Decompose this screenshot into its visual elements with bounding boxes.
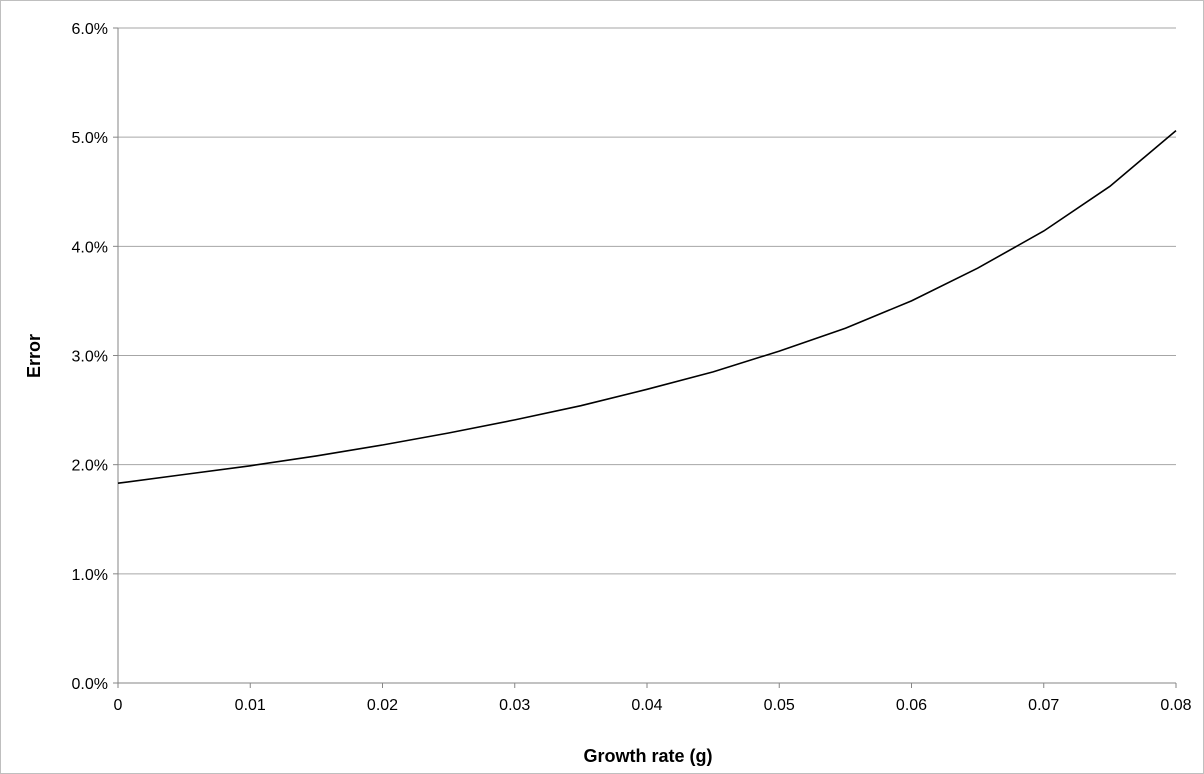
series-line-0 bbox=[117, 129, 1177, 484]
y-tick-label: 3.0% bbox=[72, 349, 108, 366]
x-axis-title: Growth rate (g) bbox=[584, 746, 713, 766]
x-tick-label: 0.05 bbox=[764, 697, 795, 714]
y-tick-label: 5.0% bbox=[72, 130, 108, 147]
x-tick-label: 0.03 bbox=[499, 697, 530, 714]
x-tick-label: 0.08 bbox=[1160, 697, 1191, 714]
y-tick-label: 6.0% bbox=[72, 21, 108, 38]
gridlines bbox=[118, 27, 1176, 575]
x-tick-label: 0 bbox=[114, 697, 123, 714]
x-tick-label: 0.04 bbox=[631, 697, 662, 714]
y-tick-label: 2.0% bbox=[72, 458, 108, 475]
series-layer bbox=[117, 129, 1177, 484]
axes: 0.0% 1.0% 2.0% 3.0% 4.0% 5.0% 6.0% 0 0.01 0.02 0.0… bbox=[72, 21, 1192, 714]
x-tick-label: 0.06 bbox=[896, 697, 927, 714]
x-tick-label: 0.02 bbox=[367, 697, 398, 714]
x-tick-label: 0.07 bbox=[1028, 697, 1059, 714]
y-axis-title: Error bbox=[24, 334, 44, 378]
x-tick-label: 0.01 bbox=[235, 697, 266, 714]
y-tick-label: 1.0% bbox=[72, 567, 108, 584]
y-tick-label: 0.0% bbox=[72, 676, 108, 693]
y-tick-label: 4.0% bbox=[72, 239, 108, 256]
